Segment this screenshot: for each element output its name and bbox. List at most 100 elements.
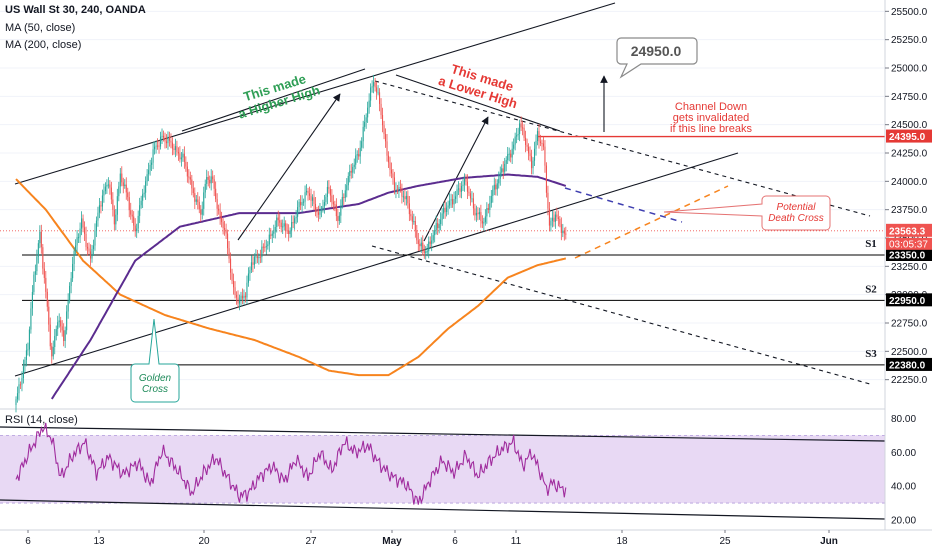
- candle-body: [522, 127, 524, 129]
- candle-body: [492, 189, 494, 196]
- candle-body: [86, 246, 89, 249]
- candle-body: [137, 215, 139, 229]
- candle-body: [212, 176, 214, 180]
- candle-body: [136, 228, 138, 232]
- candle-body: [244, 295, 247, 298]
- symbol-title: US Wall St 30, 240, OANDA: [5, 4, 146, 16]
- rsi-legend: RSI (14, close): [5, 414, 78, 426]
- price-axis: 25500.0 25250.0 25000.0 24750.0 24500.0 24250…: [884, 0, 932, 550]
- candle-body: [78, 237, 80, 239]
- candle-body: [337, 216, 339, 221]
- candle-body: [332, 201, 334, 205]
- candle-body: [434, 230, 436, 236]
- ma50-projection: [564, 187, 683, 223]
- candle-body: [317, 212, 320, 215]
- channel-upper-line: [14, 2, 616, 185]
- candle-body: [18, 384, 20, 394]
- candle-body: [395, 189, 397, 191]
- rsi-tick-label: 60.00: [891, 448, 916, 459]
- candle-body: [277, 217, 279, 221]
- candle-body: [221, 217, 223, 223]
- candle-body: [501, 168, 503, 173]
- candle-body: [519, 123, 521, 134]
- candle-body: [557, 217, 559, 220]
- candle-body: [449, 200, 451, 206]
- candle-body: [457, 188, 460, 190]
- death-cross-text-1: Potential: [777, 202, 817, 213]
- candle-body: [167, 136, 169, 144]
- ma50-legend: MA (50, close): [5, 22, 76, 34]
- candle-body: [247, 273, 249, 283]
- candle-body: [359, 147, 361, 157]
- candle-body: [109, 184, 111, 188]
- higher-high-line: [181, 68, 366, 132]
- candle-body: [303, 201, 305, 203]
- candle-body: [76, 237, 78, 246]
- candle-body: [186, 166, 188, 177]
- candle-body: [364, 122, 366, 127]
- candle-body: [320, 209, 322, 211]
- candle-body: [116, 196, 118, 215]
- golden-cross-text-2: Cross: [142, 384, 168, 395]
- candle-body: [367, 107, 369, 118]
- candle-body: [112, 199, 114, 210]
- candle-body: [276, 217, 278, 228]
- channel-down-lower-dashed: [371, 245, 871, 385]
- candle-body: [224, 228, 226, 230]
- candle-body: [384, 134, 387, 142]
- candle-body: [511, 148, 513, 158]
- candle-body: [91, 249, 93, 259]
- price-tag-bg: [886, 293, 932, 307]
- candle-body: [43, 268, 45, 278]
- candle-body: [48, 306, 50, 325]
- candle-body: [478, 212, 480, 215]
- candle-body: [423, 249, 425, 254]
- candle-body: [25, 350, 27, 360]
- candle-body: [452, 199, 454, 205]
- candle-body: [539, 141, 542, 144]
- support-label-s2: S2: [865, 283, 877, 295]
- price-tick-label: 22250.0: [891, 375, 928, 386]
- candle-body: [264, 246, 266, 248]
- candle-body: [516, 135, 518, 137]
- candle-body: [200, 209, 202, 215]
- candle-body: [477, 212, 479, 215]
- candle-body: [273, 231, 275, 234]
- candle-body: [133, 216, 135, 226]
- candle-body: [502, 168, 504, 172]
- candle-body: [460, 185, 463, 192]
- candle-body: [183, 153, 185, 162]
- candle-body: [225, 229, 227, 234]
- candle-body: [101, 195, 103, 207]
- candle-body: [410, 214, 412, 217]
- candle-body: [465, 178, 467, 182]
- support-label-s1: S1: [865, 238, 877, 250]
- time-tick-label: 11: [511, 536, 522, 547]
- death-cross-text-2: Death Cross: [768, 213, 824, 224]
- rsi-line: [15, 422, 567, 505]
- candle-body: [556, 214, 558, 218]
- candle-body: [432, 235, 434, 241]
- candle-body: [30, 308, 32, 330]
- candle-body: [185, 161, 187, 167]
- candle-body: [24, 359, 26, 367]
- candle-body: [165, 141, 168, 144]
- candle-body: [51, 346, 53, 357]
- candle-body: [161, 135, 163, 137]
- candle-body: [334, 204, 336, 206]
- candle-body: [431, 240, 433, 244]
- candle-body: [474, 208, 476, 216]
- candle-body: [107, 184, 109, 186]
- candle-body: [79, 228, 81, 238]
- candle-body: [106, 185, 108, 187]
- candle-body: [235, 295, 238, 298]
- candle-body: [94, 230, 96, 246]
- candle-body: [466, 181, 469, 192]
- candle-body: [258, 256, 260, 259]
- candle-body: [523, 127, 525, 138]
- price-tag-bg: [886, 248, 932, 261]
- candle-body: [198, 202, 200, 210]
- time-tick-label: 6: [452, 536, 458, 547]
